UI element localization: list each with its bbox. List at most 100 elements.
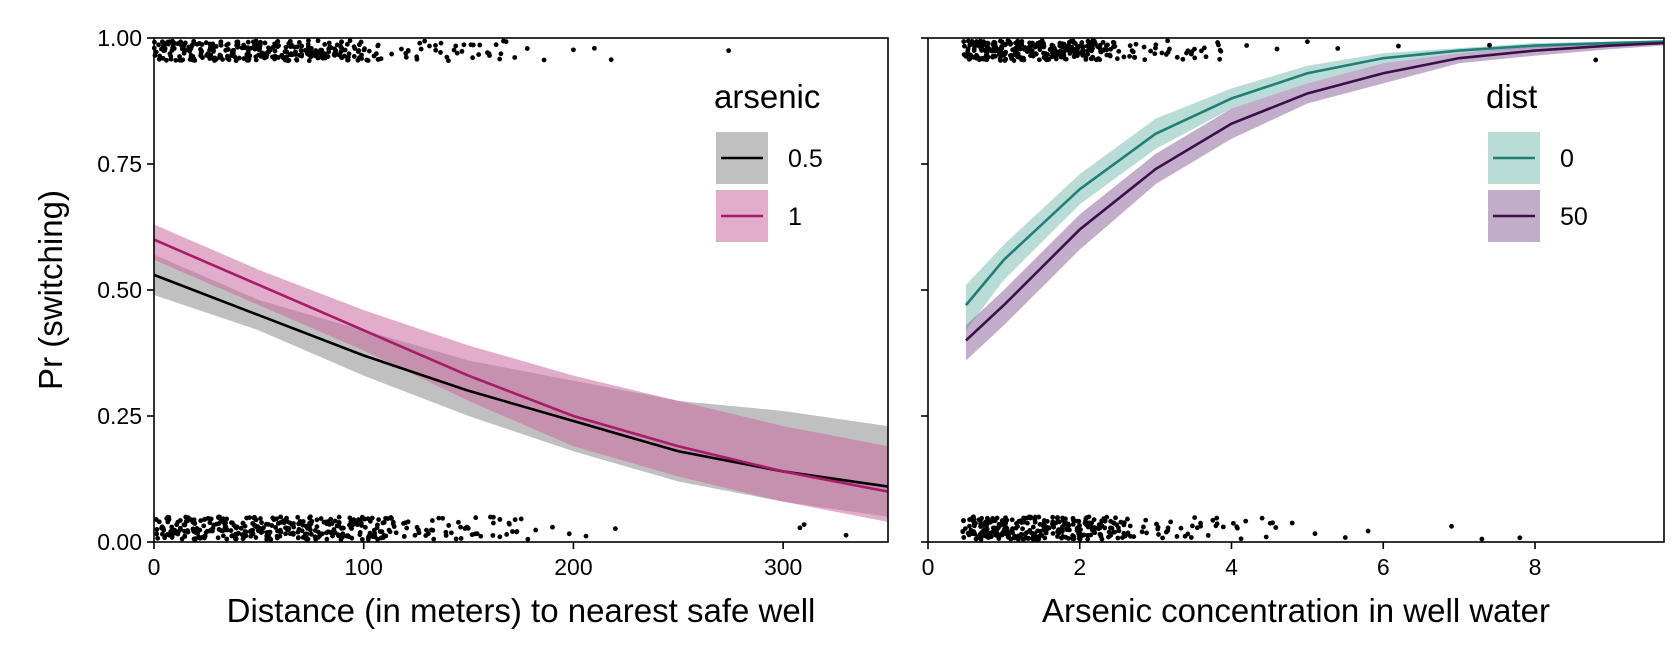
right-jitter-point <box>979 515 984 521</box>
right-jitter-point <box>1043 51 1049 57</box>
right-jitter-point <box>1075 518 1080 524</box>
right-jitter-point <box>1029 48 1035 54</box>
left-jitter-point <box>266 531 272 537</box>
right-jitter-point <box>1244 43 1250 48</box>
right-jitter-point <box>1189 523 1195 529</box>
left-legend-label-1: 1 <box>788 203 802 231</box>
left-jitter-point <box>332 518 338 524</box>
right-y-ticks <box>921 37 928 543</box>
left-jitter-point <box>414 56 420 62</box>
left-jitter-point <box>210 528 215 534</box>
left-y-ticks: 0.00 0.25 0.50 0.75 1.00 <box>97 25 154 555</box>
left-jitter-point <box>431 536 437 542</box>
left-jitter-point <box>349 535 355 541</box>
right-jitter-point <box>1108 532 1114 538</box>
left-jitter-point <box>592 45 597 51</box>
right-jitter-point <box>977 532 983 537</box>
left-jitter-point <box>283 44 289 50</box>
left-jitter-point <box>418 46 424 52</box>
left-jitter-point <box>259 520 264 526</box>
left-jitter-point <box>268 537 274 542</box>
right-jitter-point <box>971 516 977 521</box>
right-jitter-point <box>1037 44 1043 50</box>
left-jitter-point <box>198 46 203 52</box>
right-jitter-point <box>1091 525 1097 530</box>
left-jitter-point <box>156 42 161 48</box>
left-jitter-point <box>300 522 306 528</box>
left-jitter-point <box>258 530 264 535</box>
left-jitter-point <box>253 535 259 540</box>
left-jitter-point <box>190 42 196 47</box>
right-jitter-point <box>994 48 1000 53</box>
right-jitter-point <box>1396 43 1401 49</box>
right-jitter-point <box>1078 50 1084 56</box>
left-jitter-point <box>428 527 434 533</box>
right-jitter-point <box>1041 44 1047 50</box>
y-tick-label: 1.00 <box>97 25 142 51</box>
left-jitter-point <box>347 515 353 521</box>
legend-dist: dist 0 50 <box>1486 78 1588 242</box>
left-jitter-point <box>197 527 203 533</box>
right-line-0 <box>964 40 1665 306</box>
right-jitter-point <box>1234 524 1240 530</box>
left-jitter-point <box>192 58 198 63</box>
right-jitter-point <box>1312 531 1318 537</box>
y-axis-title: Pr (switching) <box>32 190 69 390</box>
left-legend-label-0: 0.5 <box>788 145 823 173</box>
left-jitter-point <box>512 55 518 60</box>
right-jitter-point <box>1090 46 1095 51</box>
left-jitter-point <box>436 515 442 521</box>
left-jitter-point <box>330 533 335 539</box>
right-jitter-point <box>1243 518 1249 524</box>
right-jitter-point <box>1142 57 1148 63</box>
left-jitter-point <box>470 42 476 48</box>
left-jitter-point <box>389 51 395 57</box>
left-panel: 0.00 0.25 0.50 0.75 1.00 0 100 200 300 Distance… <box>97 25 889 629</box>
left-jitter-point <box>440 515 446 521</box>
right-jitter-point <box>1016 40 1022 46</box>
left-jitter-point <box>491 514 496 520</box>
left-jitter-point <box>294 57 299 62</box>
right-jitter-point <box>1111 520 1117 526</box>
right-jitter-point <box>1449 523 1454 529</box>
left-jitter-point <box>172 527 178 533</box>
left-jitter-point <box>179 46 185 52</box>
right-jitter-point <box>1049 54 1055 60</box>
left-jitter-point <box>182 533 188 539</box>
left-jitter-point <box>393 530 399 536</box>
right-jitter-point <box>1063 56 1069 62</box>
right-jitter-point <box>996 521 1002 527</box>
left-jitter-point <box>201 523 207 529</box>
right-x-tick-label: 8 <box>1529 554 1542 580</box>
left-jitter-point <box>344 41 350 47</box>
right-jitter-point <box>1517 535 1523 541</box>
right-jitter-point <box>979 39 984 45</box>
right-jitter-point <box>1214 521 1220 527</box>
right-jitter-point <box>986 535 991 540</box>
left-jitter-point <box>166 517 172 522</box>
left-jitter-point <box>346 522 352 528</box>
left-jitter-point <box>221 533 226 539</box>
right-jitter-point <box>960 528 966 534</box>
right-jitter-point <box>1127 43 1133 49</box>
right-jitter-point <box>1058 54 1064 60</box>
left-jitter-point <box>307 514 313 520</box>
right-jitter-point <box>1108 46 1114 52</box>
left-jitter-point <box>349 526 355 531</box>
left-jitter-point <box>157 53 163 59</box>
left-jitter-point <box>177 54 182 59</box>
left-jitter-point <box>571 47 576 53</box>
left-jitter-point <box>179 57 185 63</box>
right-jitter-point <box>1131 54 1137 60</box>
left-jitter-point <box>376 517 382 523</box>
left-jitter-point <box>286 57 292 63</box>
right-jitter-point <box>1002 42 1008 48</box>
left-jitter-point <box>169 524 175 530</box>
left-jitter-point <box>458 524 463 530</box>
right-jitter-point <box>1019 520 1024 525</box>
right-jitter-point <box>1199 48 1204 54</box>
left-jitter-point <box>366 48 372 54</box>
left-jitter-point <box>296 526 302 532</box>
left-jitter-point <box>306 58 312 64</box>
